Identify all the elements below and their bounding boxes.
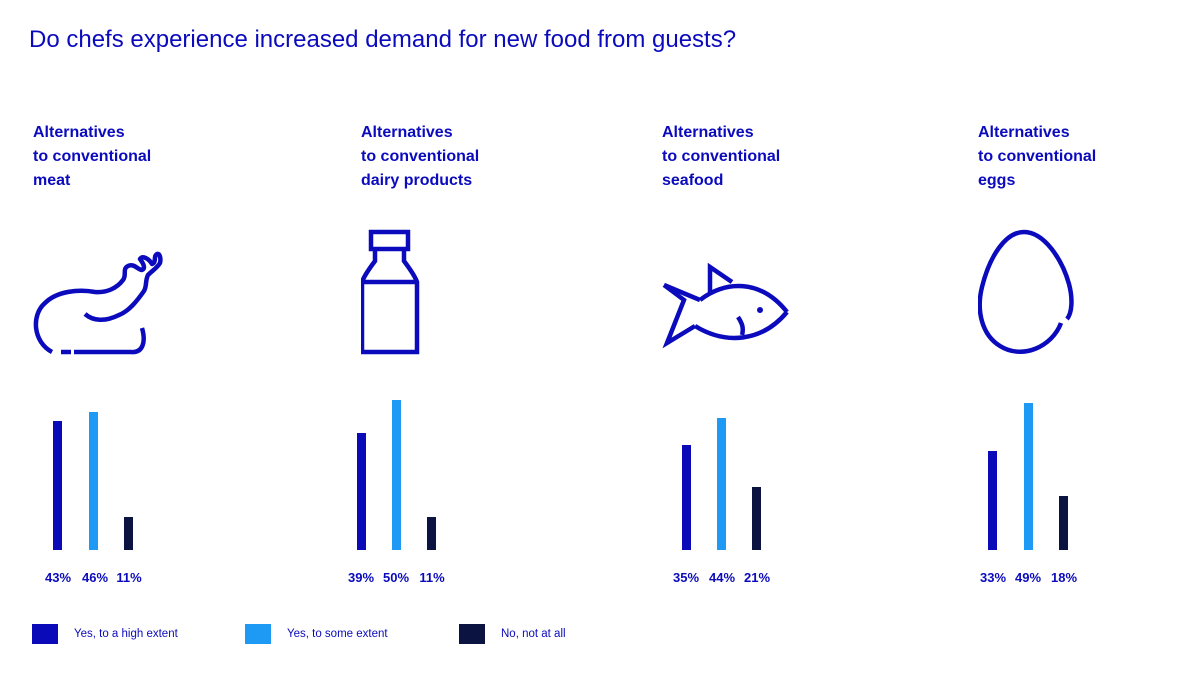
heading-line: to conventional [33,148,152,165]
legend-label: Yes, to some extent [287,628,388,640]
value-label-none: 11% [419,570,445,585]
heading-line: to conventional [361,148,480,165]
value-label-none: 18% [1050,570,1078,585]
bar-group [978,380,1128,550]
legend-swatch [32,624,58,644]
heading-line: to conventional [662,148,781,165]
bar-some [1024,403,1033,550]
value-label-none: 21% [743,570,771,585]
value-label-high: 39% [347,570,375,585]
heading-line: Alternatives [33,124,125,141]
heading-line: Alternatives [978,124,1070,141]
value-label-some: 44% [708,570,736,585]
bar-group [662,380,812,550]
bar-some [392,400,401,550]
bar-none [1059,496,1068,550]
bar-high [53,421,62,550]
group-heading: Alternatives to conventional meat [33,121,233,193]
heading-line: eggs [978,172,1016,189]
bar-group [357,380,511,550]
heading-line: dairy products [361,172,473,189]
heading-line: Alternatives [662,124,754,141]
bar-high [988,451,997,550]
value-label-none: 11% [116,570,142,585]
bar-some [89,412,98,550]
egg-icon [978,229,1074,354]
value-label-high: 33% [979,570,1007,585]
value-label-high: 43% [44,570,72,585]
legend-swatch [245,624,271,644]
value-label-some: 46% [81,570,109,585]
bar-high [357,433,366,550]
bar-some [717,418,726,550]
legend-swatch [459,624,485,644]
group-heading: Alternatives to conventional seafood [662,121,862,193]
chart-title: Do chefs experience increased demand for… [29,26,737,53]
bar-none [124,517,133,550]
group-heading: Alternatives to conventional dairy produ… [361,121,561,193]
bar-none [752,487,761,550]
legend-label: Yes, to a high extent [74,628,178,640]
heading-line: to conventional [978,148,1097,165]
fish-icon [662,262,789,349]
value-label-high: 35% [672,570,700,585]
heading-line: seafood [662,172,724,189]
bar-none [427,517,436,550]
chicken-leg-icon [33,251,163,355]
heading-line: meat [33,172,71,189]
bar-high [682,445,691,550]
heading-line: Alternatives [361,124,453,141]
milk-bottle-icon [361,229,420,355]
value-label-some: 49% [1014,570,1042,585]
bar-group [33,380,183,550]
legend-label: No, not at all [501,628,566,640]
group-heading: Alternatives to conventional eggs [978,121,1178,193]
value-label-some: 50% [382,570,410,585]
